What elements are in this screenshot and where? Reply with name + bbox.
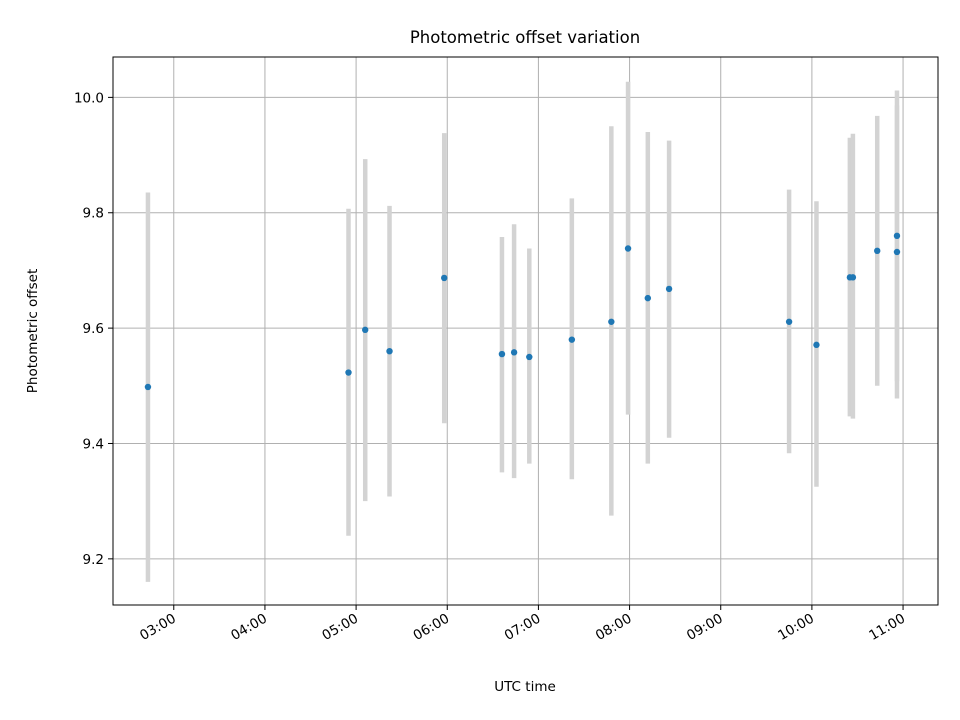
data-point	[526, 353, 533, 361]
data-point	[568, 336, 576, 343]
data-point	[362, 326, 369, 334]
data-point	[644, 294, 652, 302]
data-point	[893, 248, 901, 256]
y-tick-label: 9.2	[83, 552, 104, 568]
data-point	[498, 350, 506, 358]
data-point	[813, 341, 820, 349]
plot-frame	[112, 56, 939, 606]
data-point	[144, 383, 152, 391]
data-points	[144, 232, 901, 391]
data-point	[665, 285, 673, 293]
y-axis-ticks: 9.2 9.4 9.6 9.8 10.0	[74, 90, 113, 568]
y-tick-label: 9.8	[83, 206, 104, 222]
data-point	[510, 349, 518, 356]
data-point	[345, 369, 352, 376]
data-point	[441, 274, 448, 282]
data-point	[874, 247, 881, 255]
data-point	[893, 232, 901, 240]
data-point	[785, 318, 793, 325]
y-axis-label: Photometric offset	[25, 269, 41, 393]
data-point	[624, 245, 632, 252]
y-tick-label: 9.4	[83, 436, 104, 452]
data-point	[386, 347, 393, 355]
plot-area	[113, 57, 938, 605]
y-tick-label: 10.0	[74, 90, 104, 106]
data-point	[608, 318, 615, 325]
y-tick-label: 9.6	[83, 321, 104, 337]
x-axis-label: UTC time	[494, 679, 556, 695]
chart-title: Photometric offset variation	[410, 28, 640, 47]
data-point	[849, 274, 857, 281]
